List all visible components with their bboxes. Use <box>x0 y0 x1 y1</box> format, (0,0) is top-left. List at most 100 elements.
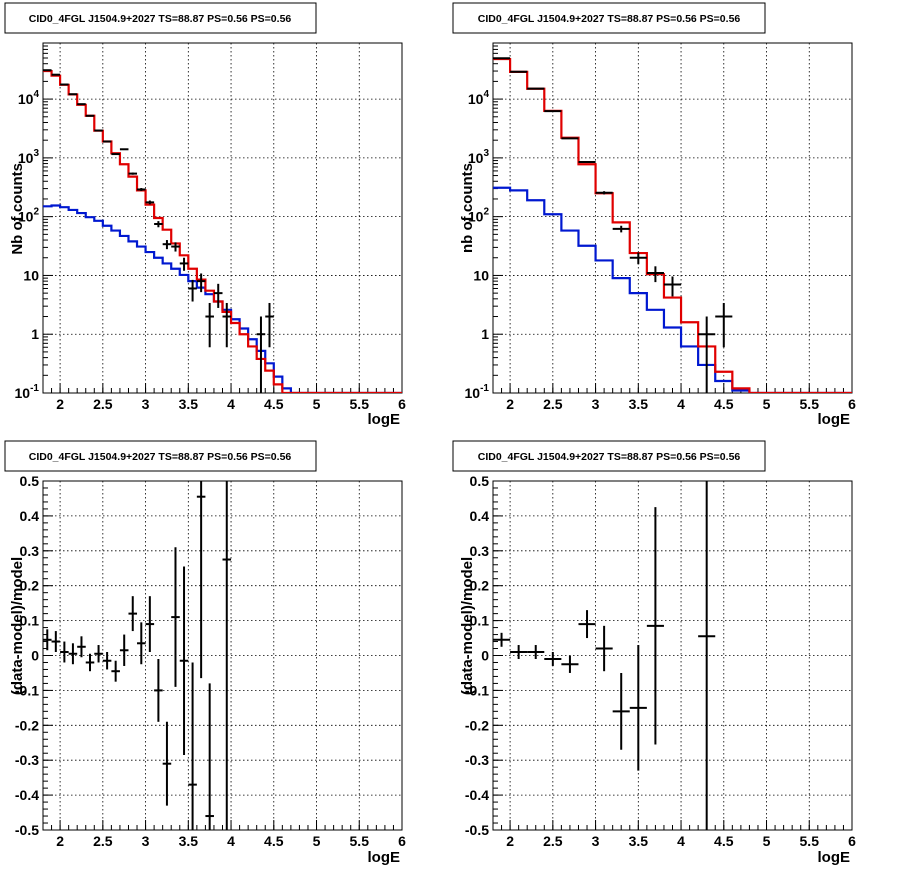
data-point <box>493 632 511 647</box>
data-point <box>544 110 562 113</box>
tick-labels: 2 2.5 3 3.5 4 4.5 5 5.5 6 10-1 1 10 102 103 104 <box>465 89 857 412</box>
data-point <box>196 481 206 679</box>
source_model-histogram <box>493 186 852 393</box>
y-tick-label: -0.2 <box>15 717 39 733</box>
x-axis-title: logE <box>368 411 401 428</box>
x-tick-label: 2.5 <box>543 396 563 412</box>
data-point <box>265 302 274 348</box>
data-point <box>205 683 214 830</box>
y-tick-label: -0.3 <box>465 752 489 768</box>
data-point <box>119 634 129 666</box>
x-tick-label: 4.5 <box>264 833 284 849</box>
x-tick-label: 2.5 <box>543 833 563 849</box>
x-axis-title: logE <box>818 849 851 866</box>
x-tick-label: 3.5 <box>629 396 649 412</box>
data-point <box>213 283 223 308</box>
x-tick-label: 6 <box>848 396 856 412</box>
y-tick-label: 102 <box>468 207 490 225</box>
y-tick-label: -0.4 <box>15 787 39 803</box>
data-point <box>128 172 138 175</box>
data-point <box>102 652 112 670</box>
x-tick-label: 5 <box>313 833 321 849</box>
source_model-histogram <box>43 204 402 393</box>
y-tick-label: 102 <box>18 207 40 225</box>
y-tick-label: 104 <box>468 89 490 107</box>
data-point <box>145 200 155 205</box>
axis-ticks <box>42 42 403 394</box>
plot-area <box>43 69 402 393</box>
x-tick-label: 3.5 <box>629 833 649 849</box>
panel-title-box: CID0_4FGL J1504.9+2027 TS=88.87 PS=0.56 … <box>4 440 317 472</box>
y-tick-label: 103 <box>18 148 40 166</box>
x-tick-label: 4.5 <box>264 396 284 412</box>
data-point <box>171 242 180 252</box>
data-point <box>162 721 172 806</box>
tick-labels: 2 2.5 3 3.5 4 4.5 5 5.5 6 10-1 1 10 102 103 104 <box>15 89 407 412</box>
y-axis-title: (data-model)/model <box>9 557 26 695</box>
y-tick-label: 0.5 <box>470 473 490 489</box>
x-tick-label: 4 <box>227 833 235 849</box>
tick-labels: 2 2.5 3 3.5 4 4.5 5 5.5 6 -0.5 -0.4 -0.3 -0.2 -0.1 0 0.… <box>15 473 406 849</box>
y-tick-label: 0.2 <box>470 578 490 594</box>
data-point <box>128 596 138 632</box>
data-point <box>595 191 613 195</box>
data-point <box>77 636 86 658</box>
y-tick-label: -0.1 <box>15 682 39 698</box>
data-point <box>60 641 69 663</box>
y-tick-label: 10-1 <box>15 383 40 401</box>
x-tick-label: 6 <box>398 396 406 412</box>
title-frame <box>452 2 766 34</box>
y-tick-label: -0.5 <box>465 822 489 838</box>
data-point <box>561 137 579 140</box>
y-tick-label: 0.3 <box>20 543 40 559</box>
y-tick-label: 0.3 <box>470 543 490 559</box>
y-tick-label: 103 <box>468 148 490 166</box>
plot-area <box>493 481 716 830</box>
x-tick-label: 3.5 <box>179 396 199 412</box>
panel-title: CID0_4FGL J1504.9+2027 TS=88.87 PS=0.56 … <box>478 451 741 463</box>
x-tick-label: 5.5 <box>800 396 820 412</box>
data-point <box>256 316 266 393</box>
panel-bottom-right: CID0_4FGL J1504.9+2027 TS=88.87 PS=0.56 … <box>452 440 856 866</box>
y-tick-label: 10 <box>23 267 39 283</box>
panel-bottom-left: CID0_4FGL J1504.9+2027 TS=88.87 PS=0.56 … <box>4 440 406 866</box>
data-point <box>629 645 647 771</box>
data-point <box>544 652 562 666</box>
title-frame <box>4 2 317 34</box>
y-tick-label: 0.4 <box>470 508 490 524</box>
data-point <box>663 276 682 297</box>
x-tick-label: 5 <box>763 396 771 412</box>
data-point <box>77 103 86 106</box>
data-point <box>595 625 613 672</box>
data-point <box>111 660 120 682</box>
x-tick-label: 4.5 <box>714 833 734 849</box>
data-point <box>137 622 146 665</box>
panel-title-box: CID0_4FGL J1504.9+2027 TS=88.87 PS=0.56 … <box>452 2 766 34</box>
x-tick-label: 3 <box>592 833 600 849</box>
y-tick-label: -0.2 <box>465 717 489 733</box>
y-tick-label: 10 <box>473 267 489 283</box>
y-tick-label: 0.5 <box>20 473 40 489</box>
y-tick-label: 0.1 <box>20 613 40 629</box>
total_model-histogram <box>43 69 402 393</box>
panel-title: CID0_4FGL J1504.9+2027 TS=88.87 PS=0.56 … <box>29 451 292 463</box>
x-tick-label: 5 <box>313 396 321 412</box>
data-point <box>154 658 163 722</box>
data-point <box>510 645 528 659</box>
data-point <box>154 221 163 228</box>
axis-ticks <box>42 480 403 831</box>
plot-area <box>493 57 852 393</box>
x-axis-title: logE <box>368 849 401 866</box>
data-point <box>222 302 232 348</box>
y-tick-label: -0.1 <box>465 682 489 698</box>
data-point <box>119 148 129 151</box>
data-point <box>698 481 716 830</box>
x-tick-label: 2 <box>506 833 514 849</box>
y-tick-label: 0.1 <box>470 613 490 629</box>
x-tick-label: 5.5 <box>350 396 370 412</box>
data-point <box>205 302 214 348</box>
data-point <box>179 566 189 755</box>
data-point <box>629 252 647 265</box>
